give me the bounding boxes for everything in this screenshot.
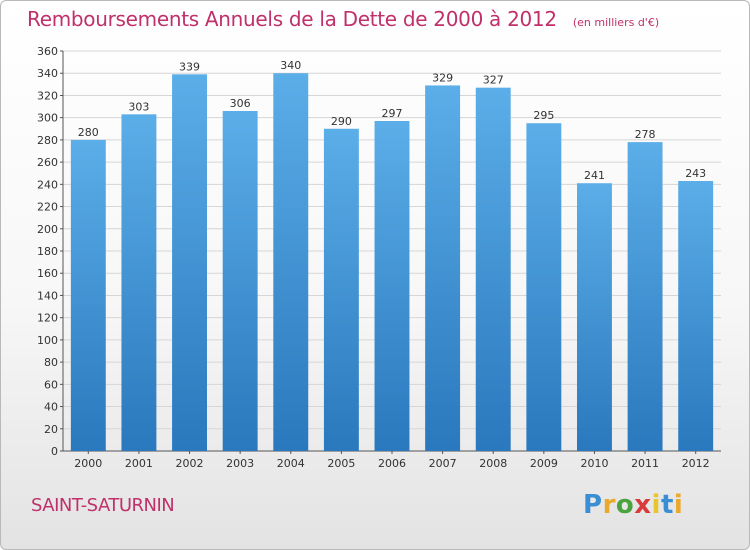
y-tick-label: 40 [44,401,58,414]
bar [374,121,410,451]
bar-value-label: 241 [584,169,605,182]
y-tick-label: 120 [37,312,58,325]
bar-value-label: 295 [533,109,554,122]
y-tick-label: 320 [37,89,58,102]
commune-name: SAINT-SATURNIN [31,495,175,516]
y-tick-label: 140 [37,289,58,302]
x-tick-label: 2011 [631,457,659,470]
logo-letter: x [634,490,652,520]
x-tick-label: 2000 [74,457,102,470]
x-tick-label: 2005 [327,457,355,470]
bar-value-label: 340 [280,59,301,72]
bar-value-label: 290 [331,115,352,128]
x-tick-label: 2006 [378,457,406,470]
bar-value-label: 297 [382,107,403,120]
x-tick-label: 2008 [479,457,507,470]
x-tick-label: 2012 [682,457,710,470]
bar [475,87,511,452]
y-tick-label: 20 [44,423,58,436]
bar [627,142,663,451]
chart-title: Remboursements Annuels de la Dette de 20… [27,7,659,31]
y-tick-label: 100 [37,334,58,347]
bars [70,73,714,452]
bar [678,181,714,451]
bar-value-label: 303 [128,100,149,113]
bar [425,85,461,451]
y-tick-label: 0 [51,445,58,458]
logo-letter: o [615,490,635,520]
bar [576,183,612,451]
y-tick-label: 300 [37,112,58,125]
bar [121,114,157,451]
x-tick-label: 2004 [277,457,305,470]
chart-unit-note: (en milliers d'€) [572,16,660,29]
bar-value-label: 327 [483,74,504,87]
x-tick-label: 2007 [429,457,457,470]
x-tick-label: 2009 [530,457,558,470]
bar [172,74,208,451]
labels: 280 303 339 306 340 290 297 329 327 295 241 278 243 [78,59,706,182]
bar [526,123,562,451]
y-tick-label: 60 [44,378,58,391]
logo-letter: i [673,490,684,520]
x-tick-label: 2003 [226,457,254,470]
x-tick-label: 2002 [176,457,204,470]
chart-title-text: Remboursements Annuels de la Dette de 20… [27,7,557,31]
bar-value-label: 339 [179,60,200,73]
logo-letter: P [583,490,603,520]
bar-value-label: 278 [635,128,656,141]
y-tick-label: 260 [37,156,58,169]
bar-value-label: 243 [685,167,706,180]
logo-letter: i [651,490,661,520]
y-tick-label: 160 [37,267,58,280]
bar [70,139,106,451]
y-tick-label: 360 [37,45,58,58]
x-tick-label: 2001 [125,457,153,470]
y-tick-label: 200 [37,223,58,236]
y-tick-label: 220 [37,201,58,214]
bar [273,73,309,451]
x-tick-label: 2010 [580,457,608,470]
y-tick-label: 80 [44,356,58,369]
proxiti-logo: Proxiti [583,490,683,520]
y-tick-label: 280 [37,134,58,147]
y-tick-label: 340 [37,67,58,80]
bar [222,111,258,451]
logo-letter: t [660,490,674,520]
logo-letter: r [602,490,616,520]
bar-value-label: 329 [432,71,453,84]
y-tick-label: 240 [37,178,58,191]
bar-value-label: 306 [230,97,251,110]
y-tick-label: 180 [37,245,58,258]
bar [323,128,359,451]
bar-value-label: 280 [78,126,99,139]
